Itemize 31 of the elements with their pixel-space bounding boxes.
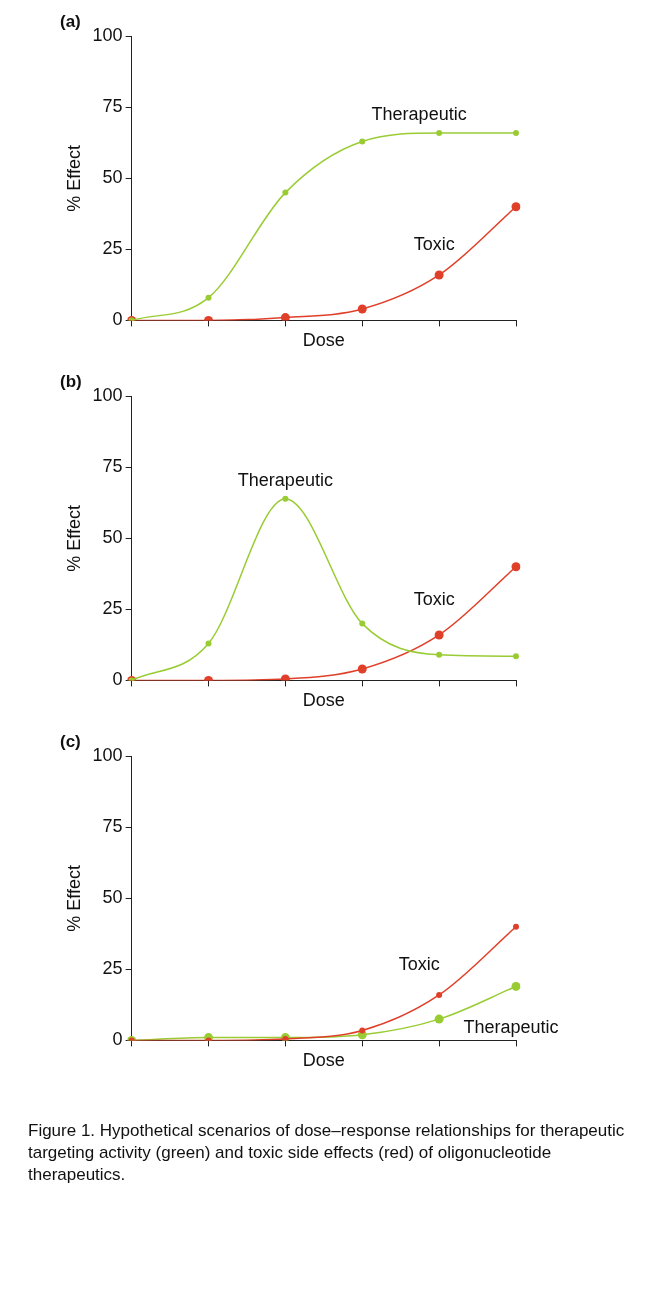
series-label: Therapeutic <box>371 103 467 124</box>
caption: Figure 1. Hypothetical scenarios of dose–response relationships for therapeutic targeting activity (green) and toxic side effects (red) of oligonucleotide therapeutics. <box>28 1120 626 1186</box>
y-tick-label: 75 <box>102 96 123 117</box>
y-tick-label: 75 <box>102 816 123 837</box>
y-axis-title: % Effect <box>63 505 84 572</box>
chart-title: (a) <box>60 11 81 31</box>
y-tick-label: 0 <box>112 669 123 690</box>
series-label: Toxic <box>398 953 440 974</box>
series-label: Toxic <box>413 233 455 254</box>
y-axis-title: % Effect <box>63 145 84 212</box>
y-tick-label: 50 <box>102 527 123 548</box>
y-tick-label: 100 <box>92 25 123 46</box>
y-tick-label: 25 <box>102 238 123 259</box>
y-tick-label: 25 <box>102 958 123 979</box>
y-tick-label: 25 <box>102 598 123 619</box>
y-tick-label: 75 <box>102 456 123 477</box>
y-tick-label: 100 <box>92 385 123 406</box>
series-label: Therapeutic <box>463 1017 559 1038</box>
y-tick-label: 50 <box>102 887 123 908</box>
y-axis-title: % Effect <box>63 865 84 932</box>
x-axis-title: Dose <box>302 1050 345 1071</box>
x-axis-title: Dose <box>302 690 345 711</box>
series-label: Therapeutic <box>237 469 333 490</box>
y-tick-label: 100 <box>92 745 123 766</box>
chart-title: (c) <box>60 731 81 751</box>
y-tick-label: 0 <box>112 1029 123 1050</box>
x-axis-title: Dose <box>302 330 345 351</box>
chart-title: (b) <box>60 371 82 391</box>
y-tick-label: 0 <box>112 309 123 330</box>
series-label: Toxic <box>413 588 455 609</box>
y-tick-label: 50 <box>102 167 123 188</box>
